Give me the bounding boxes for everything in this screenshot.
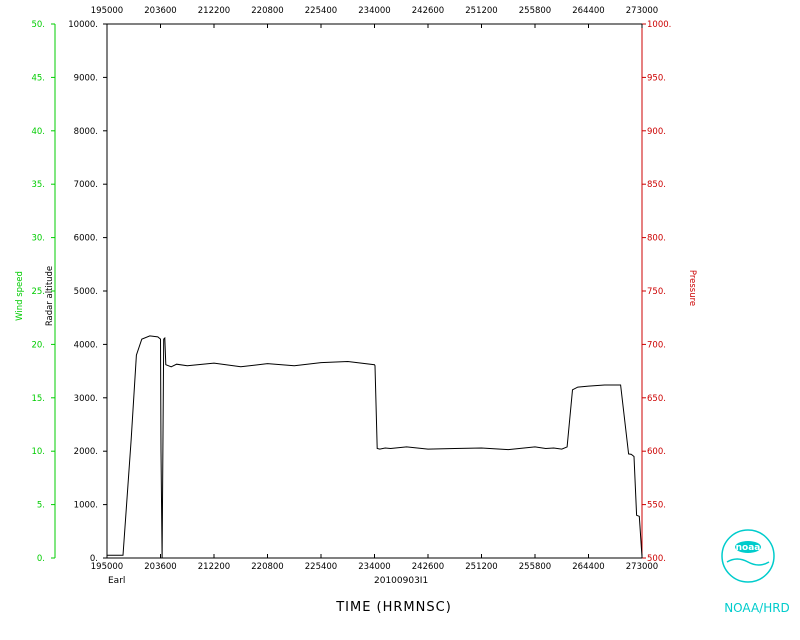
pressure-tick-label: 700.: [647, 340, 666, 350]
altitude-tick-label: 4000.: [74, 340, 98, 350]
x-tick-label-bottom: 255800: [519, 562, 551, 572]
pressure-tick-label: 550.: [647, 501, 666, 511]
x-tick-label-bottom: 212200: [198, 562, 230, 572]
x-tick-label-bottom: 264400: [572, 562, 604, 572]
x-tick-label-top: 225400: [305, 6, 337, 16]
wind-axis-title: Wind speed: [15, 271, 25, 321]
wind-axis-ticks: 0. 5. 10. 15. 20. 25. 30. 35. 40. 45. 50.: [31, 20, 55, 564]
altitude-tick-label: 5000.: [74, 287, 98, 297]
wind-tick-label: 15.: [31, 394, 45, 404]
altitude-axis-title: Radar altitude: [45, 266, 55, 326]
altitude-tick-label: 3000.: [74, 394, 98, 404]
altitude-tick-label: 6000.: [74, 234, 98, 244]
x-tick-label-top: 220800: [251, 6, 283, 16]
x-tick-label-top: 264400: [572, 6, 604, 16]
x-tick-label-bottom: 195000: [91, 562, 123, 572]
noaa-logo-text: noaa: [736, 543, 761, 553]
pressure-tick-label: 650.: [647, 394, 666, 404]
pressure-axis-ticks: 500. 550. 600. 650. 700. 750. 800. 850. 900. 950.…: [642, 20, 671, 564]
x-tick-label-top: 273000: [626, 6, 658, 16]
x-tick-label-bottom: 242600: [412, 562, 444, 572]
altitude-tick-label: 8000.: [74, 127, 98, 137]
noaa-logo-ring: [721, 529, 775, 583]
x-tick-label-bottom: 203600: [144, 562, 176, 572]
pressure-tick-label: 800.: [647, 234, 666, 244]
pressure-tick-label: 1000.: [647, 20, 671, 30]
plot-frame: [106, 23, 643, 559]
pressure-tick-label: 500.: [647, 554, 666, 564]
altitude-tick-label: 0.: [90, 554, 98, 564]
x-tick-label-bottom: 225400: [305, 562, 337, 572]
altitude-tick-label: 9000.: [74, 73, 98, 83]
wind-tick-label: 30.: [31, 234, 45, 244]
pressure-tick-label: 900.: [647, 127, 666, 137]
pressure-tick-label: 750.: [647, 287, 666, 297]
altitude-tick-label: 1000.: [74, 501, 98, 511]
storm-name-label: Earl: [108, 576, 125, 586]
noaa-logo: noaa: [721, 529, 775, 583]
noaa-logo-bird: [735, 541, 761, 553]
x-tick-label-top: 242600: [412, 6, 444, 16]
x-tick-label-bottom: 273000: [626, 562, 658, 572]
wind-tick-label: 0.: [37, 554, 45, 564]
x-tick-label-top: 195000: [91, 6, 123, 16]
wind-tick-label: 45.: [31, 73, 45, 83]
x-tick-label-bottom: 234000: [358, 562, 390, 572]
pressure-tick-label: 850.: [647, 180, 666, 190]
x-axis-title: TIME (HRMNSC): [335, 600, 452, 615]
x-tick-label-top: 212200: [198, 6, 230, 16]
x-tick-label-top: 234000: [358, 6, 390, 16]
wind-tick-label: 35.: [31, 180, 45, 190]
x-axis-ticks-bottom: 195000 203600 212200 220800 225400 234000 2426…: [91, 554, 658, 572]
flight-id-label: 20100903I1: [374, 576, 428, 586]
noaa-logo-wave: [726, 558, 770, 566]
altitude-axis-ticks: 0. 1000. 2000. 3000. 4000. 5000. 6000. 7000. 800…: [68, 20, 107, 564]
altitude-tick-label: 2000.: [74, 447, 98, 457]
org-label: NOAA/HRD: [724, 601, 790, 615]
wind-tick-label: 50.: [31, 20, 45, 30]
wind-tick-label: 25.: [31, 287, 45, 297]
altitude-tick-label: 10000.: [68, 20, 98, 30]
x-tick-label-top: 251200: [465, 6, 497, 16]
pressure-axis-title: Pressure: [687, 270, 697, 306]
wind-tick-label: 40.: [31, 127, 45, 137]
x-tick-label-top: 203600: [144, 6, 176, 16]
x-tick-label-bottom: 251200: [465, 562, 497, 572]
altitude-tick-label: 7000.: [74, 180, 98, 190]
wind-tick-label: 20.: [31, 340, 45, 350]
x-axis-ticks-top: 195000 203600 212200 220800 225400 234000 2426…: [91, 6, 658, 28]
wind-tick-label: 5.: [37, 501, 45, 511]
pressure-tick-label: 950.: [647, 73, 666, 83]
wind-tick-label: 10.: [31, 447, 45, 457]
x-tick-label-bottom: 220800: [251, 562, 283, 572]
x-tick-label-top: 255800: [519, 6, 551, 16]
radar-altitude-series-line: [107, 335, 643, 559]
pressure-tick-label: 600.: [647, 447, 666, 457]
